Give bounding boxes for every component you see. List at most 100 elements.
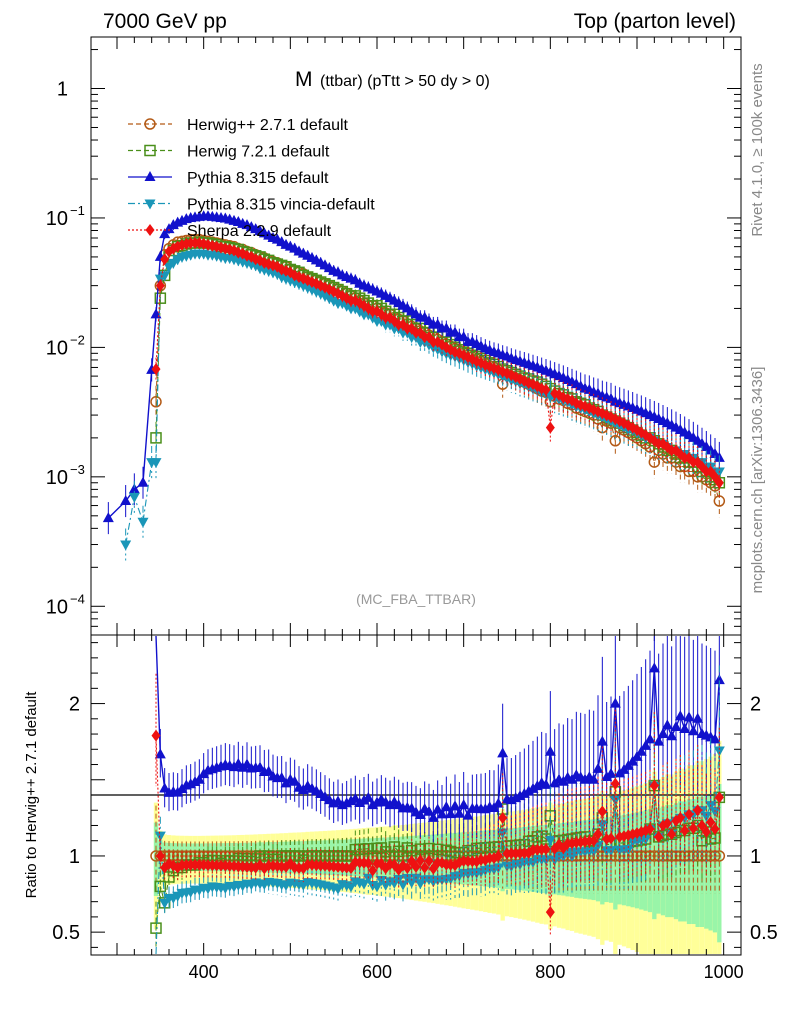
ratio-point xyxy=(697,819,707,832)
ratio-point xyxy=(410,873,422,884)
ratio-point xyxy=(684,808,694,821)
data-point xyxy=(137,476,149,487)
ratio-y-tick-label: 1 xyxy=(69,846,80,868)
ratio-y-tick-label-right: 2 xyxy=(750,694,761,716)
main-panel: M (ttbar) (pTtt > 50 dy > 0) (MC_FBA_TTB… xyxy=(46,36,742,636)
y-tick-exponent: −2 xyxy=(70,332,85,347)
ratio-point xyxy=(596,735,608,746)
data-point xyxy=(150,458,162,469)
ratio-point xyxy=(713,674,725,685)
legend-label: Sherpa 2.2.9 default xyxy=(187,223,332,240)
rivet-label: Rivet 4.1.0, ≥ 100k events xyxy=(749,63,766,236)
ratio-series-3 xyxy=(154,665,725,955)
ratio-point xyxy=(427,811,439,822)
ratio-point xyxy=(713,850,726,862)
ratio-point xyxy=(609,795,621,806)
ratio-point xyxy=(497,747,509,758)
ratio-y-tick-label: 2 xyxy=(69,694,80,716)
main-axes: 110−110−210−310−4 xyxy=(46,37,741,636)
ratio-point xyxy=(154,880,167,893)
ratio-point xyxy=(648,850,661,862)
ratio-point xyxy=(368,864,378,877)
data-point xyxy=(137,517,149,528)
header-left: 7000 GeV pp xyxy=(103,10,227,33)
header-right: Top (parton level) xyxy=(574,10,736,33)
ratio-point xyxy=(171,850,184,862)
ratio-point xyxy=(588,846,600,857)
ratio-point xyxy=(683,711,695,722)
y-tick-label: 1 xyxy=(57,79,68,101)
ratio-point xyxy=(588,773,600,784)
legend-marker xyxy=(144,118,156,130)
data-point xyxy=(155,279,165,292)
main-data xyxy=(102,210,726,561)
ratio-point xyxy=(706,816,716,829)
ratio-point xyxy=(358,879,370,890)
ratio-point xyxy=(714,791,724,804)
data-point xyxy=(545,421,555,434)
ratio-point xyxy=(666,730,678,741)
ratio-point xyxy=(544,745,556,756)
ratio-point xyxy=(605,767,617,778)
x-tick-label: 1000 xyxy=(704,962,744,982)
ratio-point xyxy=(423,805,435,816)
data-point xyxy=(458,331,470,342)
ratio-point xyxy=(644,733,656,744)
ratio-point xyxy=(493,849,503,862)
ratio-point xyxy=(635,745,647,756)
data-point xyxy=(648,456,661,468)
ratio-point xyxy=(363,857,373,870)
ratio-point xyxy=(687,725,699,736)
ratio-point xyxy=(424,854,434,867)
ratio-point xyxy=(362,791,374,802)
ratio-point xyxy=(692,712,704,723)
ratio-point xyxy=(432,803,444,814)
ratio-point xyxy=(596,820,608,831)
ratio-point xyxy=(411,860,421,873)
ratio-point xyxy=(710,823,720,836)
ratio-point xyxy=(609,697,621,708)
ratio-point xyxy=(453,807,465,818)
legend-label: Pythia 8.315 vincia-default xyxy=(187,197,375,214)
ratio-point xyxy=(415,854,425,867)
ratio-point xyxy=(592,762,604,773)
data-point xyxy=(159,271,171,282)
ratio-point xyxy=(674,710,686,721)
x-tick-label: 600 xyxy=(362,962,392,982)
ratio-point xyxy=(159,898,171,909)
ratio-point xyxy=(544,835,556,846)
ratio-point xyxy=(154,748,166,759)
ratio-point xyxy=(371,882,383,893)
mcplots-label: mcplots.cern.ch [arXiv:1306.3436] xyxy=(749,367,766,594)
legend-marker xyxy=(144,199,156,210)
ratio-point xyxy=(661,719,673,730)
ratio-point xyxy=(420,861,430,874)
ratio-point xyxy=(648,662,660,673)
ratio-point xyxy=(670,721,682,732)
ratio-point xyxy=(523,785,535,796)
ratio-point xyxy=(593,828,603,841)
ratio-point xyxy=(654,830,664,843)
ratio-y-tick-label-right: 0.5 xyxy=(750,922,778,944)
ratio-point xyxy=(345,882,357,893)
ratio-axes: 400 600 800 1000 2 2 1 1 0.5 0.5 xyxy=(52,635,778,982)
ratio-point xyxy=(680,824,690,837)
legend-marker xyxy=(144,171,156,181)
ratio-point xyxy=(631,750,643,761)
ratio-point xyxy=(527,782,539,793)
ratio-point xyxy=(709,733,721,744)
ratio-point xyxy=(653,735,665,746)
ratio-point xyxy=(154,831,166,842)
data-point xyxy=(609,435,622,447)
ratio-point xyxy=(440,801,452,812)
legend-label: Herwig++ 2.7.1 default xyxy=(187,117,349,134)
ratio-point xyxy=(436,808,448,819)
data-point xyxy=(714,476,724,489)
data-point xyxy=(150,432,162,444)
y-tick-label: 10 xyxy=(46,337,68,359)
data-point xyxy=(120,495,132,506)
data-point xyxy=(160,253,170,266)
ratio-point xyxy=(462,809,474,820)
series-4 xyxy=(151,237,724,499)
data-point xyxy=(541,383,551,396)
